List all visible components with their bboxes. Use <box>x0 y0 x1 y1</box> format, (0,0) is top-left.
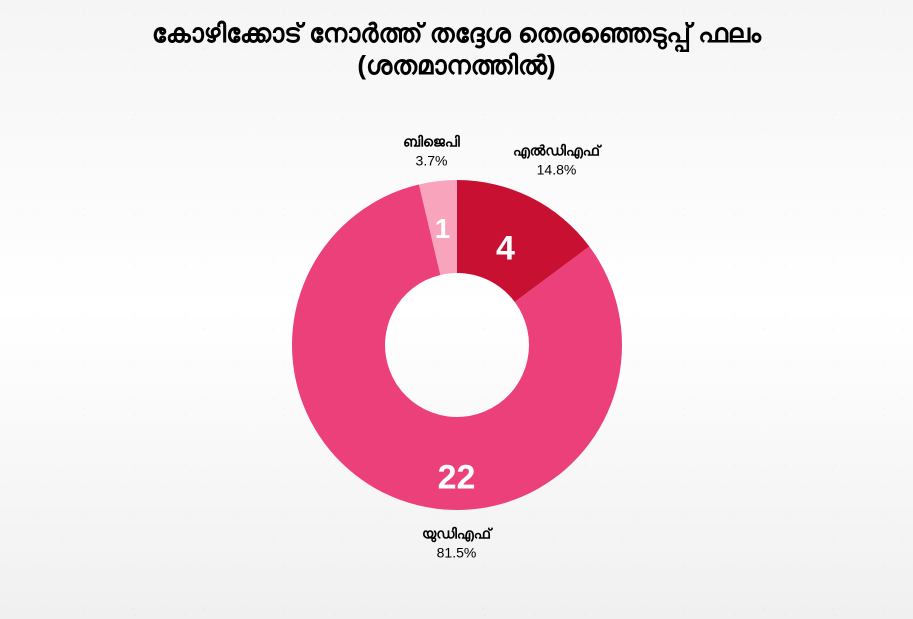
donut-svg <box>207 115 707 615</box>
donut-chart: 4എൽഡിഎഫ്14.8%22യുഡിഎഫ്81.5%1ബിജെപി3.7% <box>207 115 707 615</box>
chart-title: കോഴിക്കോട് നോർത്ത് തദ്ദേശ തെരഞ്ഞെടുപ്പ് … <box>0 0 913 82</box>
title-line-1: കോഴിക്കോട് നോർത്ത് തദ്ദേശ തെരഞ്ഞെടുപ്പ് … <box>0 18 913 50</box>
title-line-2: (ശതമാനത്തിൽ) <box>0 50 913 82</box>
